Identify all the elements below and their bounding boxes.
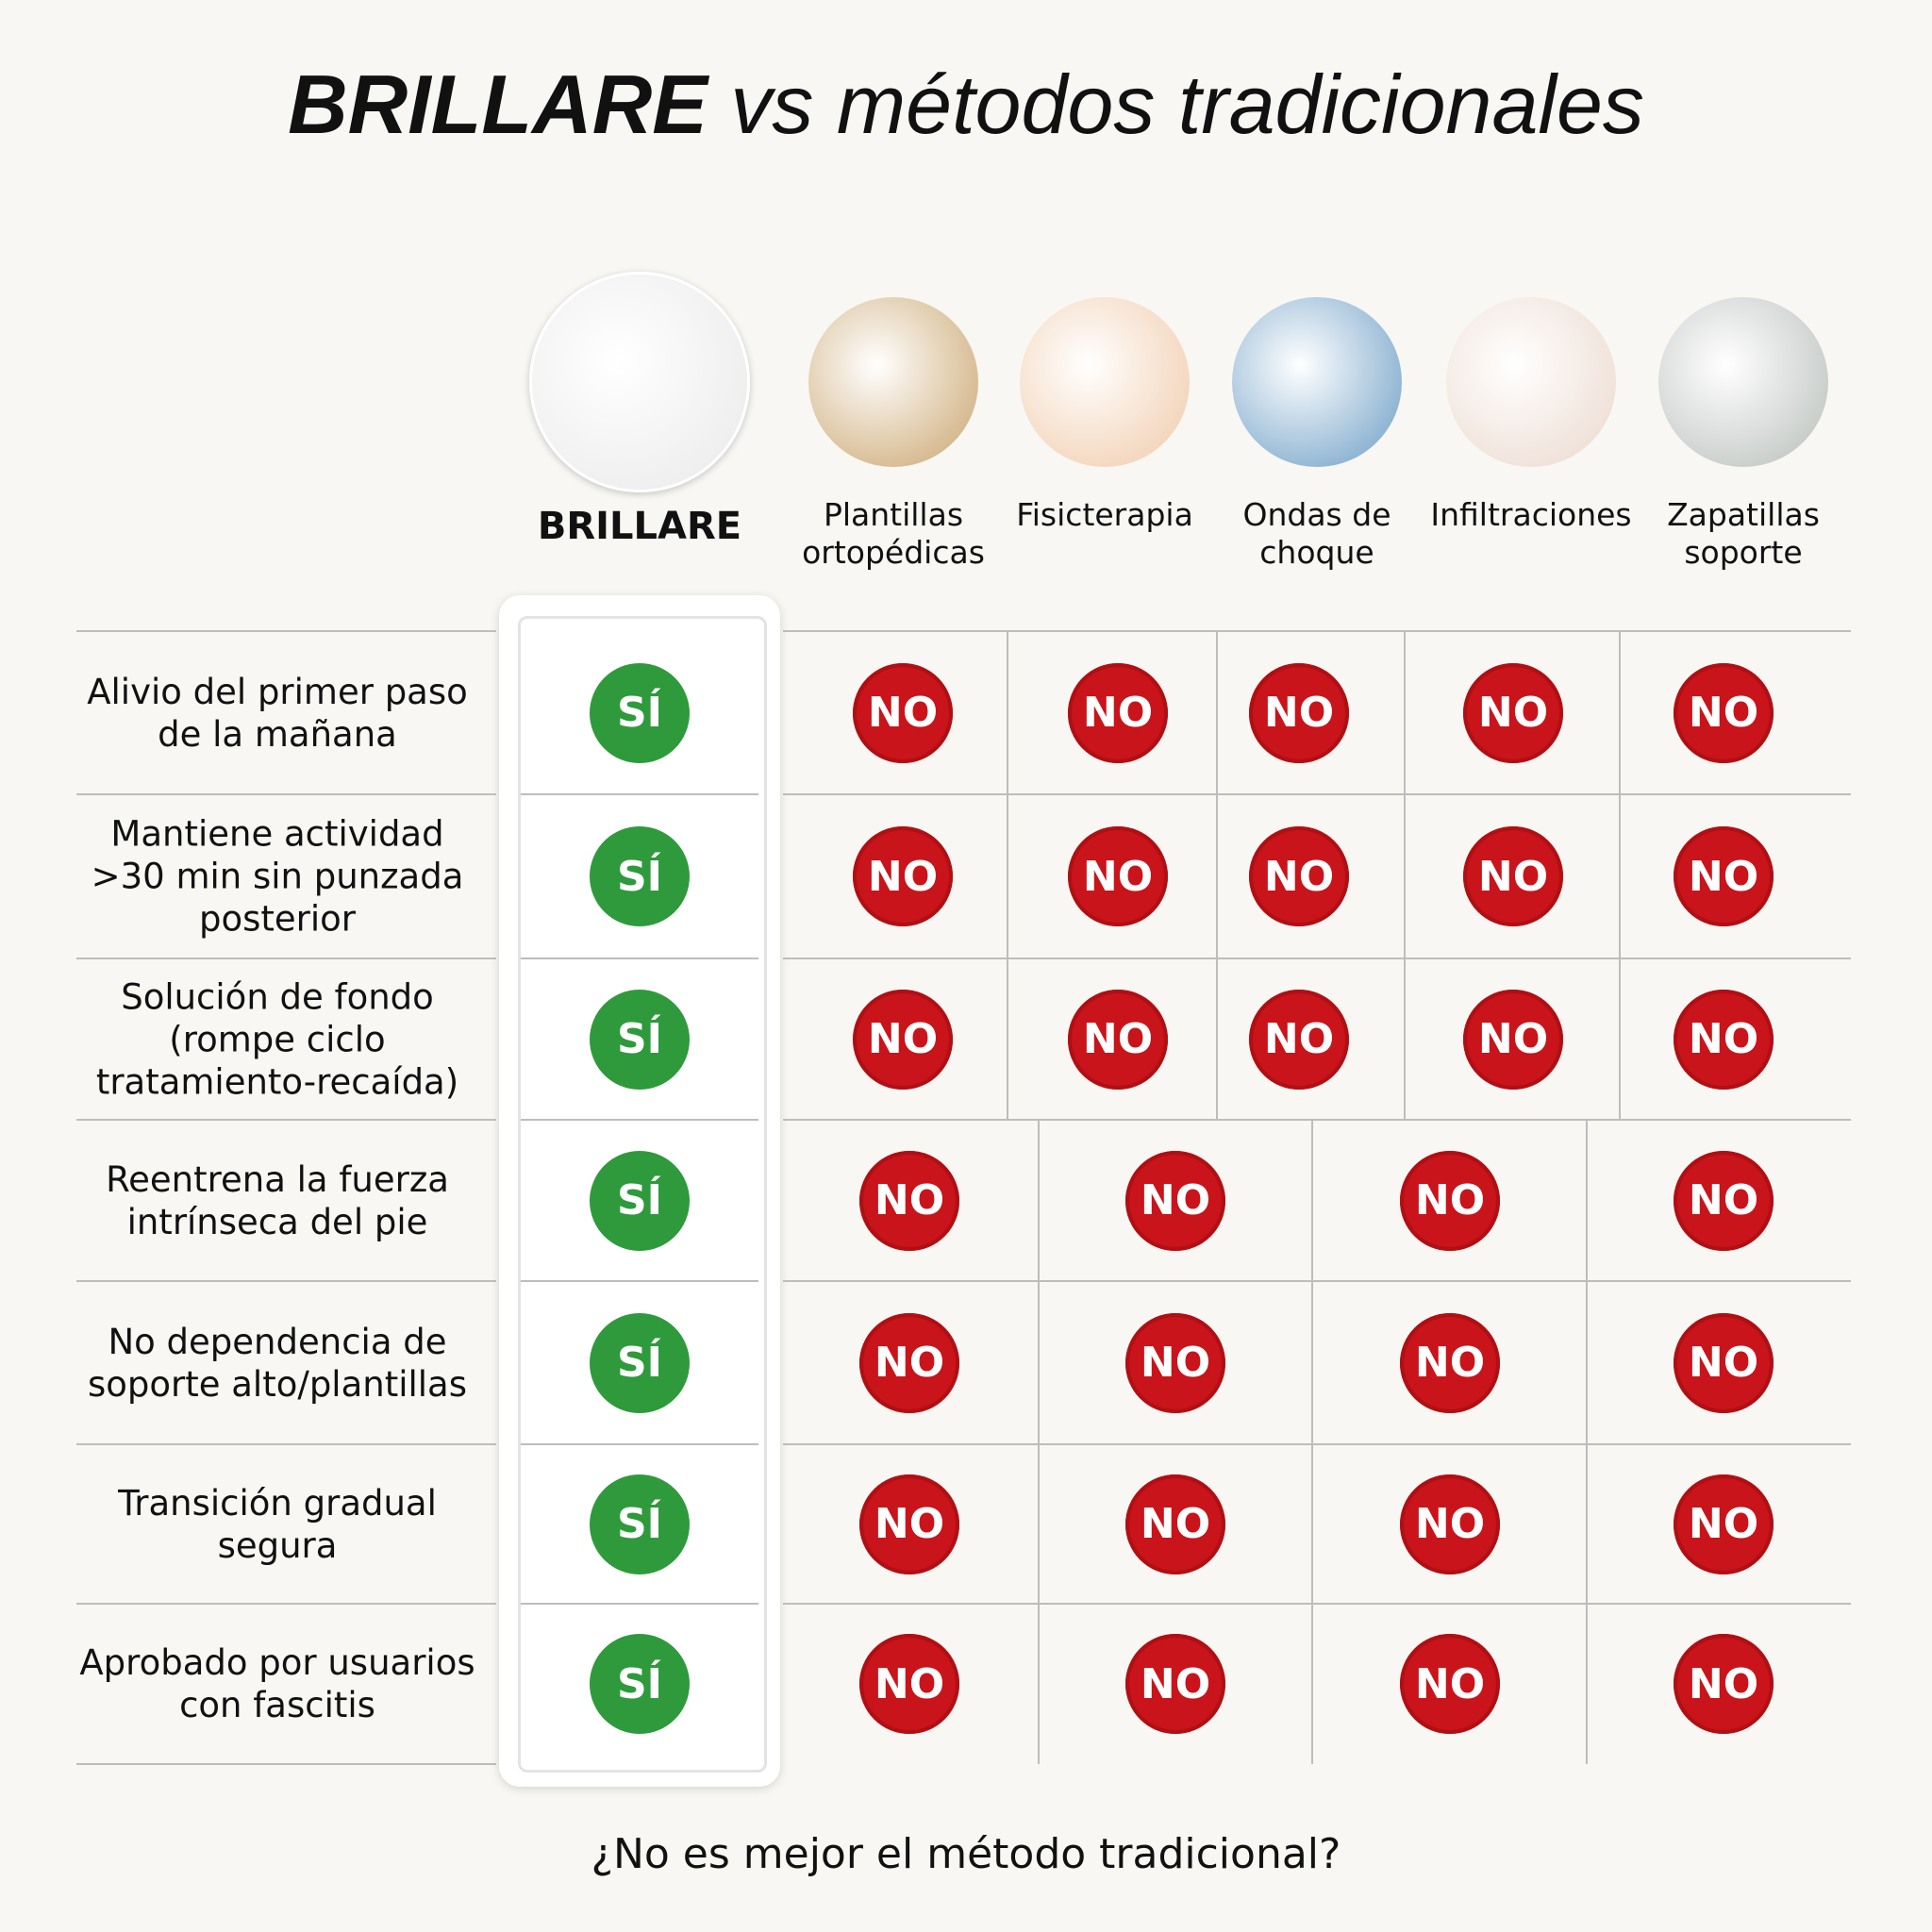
yes-badge: SÍ [590, 989, 690, 1090]
column-image [1020, 297, 1190, 467]
no-badge: NO [1400, 1634, 1500, 1734]
no-badge: NO [1068, 989, 1168, 1090]
no-badge: NO [853, 989, 953, 1090]
no-badge: NO [853, 662, 953, 763]
no-badge: NO [1463, 989, 1563, 1090]
row-label: Alivio del primer paso de la mañana [87, 671, 468, 755]
no-badge: NO [1674, 1150, 1774, 1251]
no-badge: NO [1068, 662, 1168, 763]
no-badge: NO [1674, 989, 1774, 1090]
no-badge: NO [859, 1634, 959, 1734]
row-label: Solución de fondo (rompe ciclo tratamien… [95, 976, 459, 1102]
no-badge: NO [1400, 1312, 1500, 1413]
no-badge: NO [859, 1474, 959, 1574]
column-header: Fisicterapia [1016, 496, 1193, 533]
no-badge: NO [1674, 662, 1774, 763]
column-image [808, 297, 978, 467]
no-badge: NO [1068, 826, 1168, 926]
no-badge: NO [859, 1312, 959, 1413]
no-badge: NO [1400, 1474, 1500, 1574]
no-badge: NO [1249, 989, 1349, 1090]
title-rest: vs métodos tradicionales [730, 58, 1644, 151]
no-badge: NO [1249, 826, 1349, 926]
footer: ¿No es mejor el método tradicional? [591, 1830, 1341, 1878]
column-header: BRILLARE [537, 505, 742, 548]
no-badge: NO [1463, 826, 1563, 926]
column-image [1446, 297, 1616, 467]
column-image [1232, 297, 1402, 467]
column-header: Ondas de choque [1242, 496, 1391, 571]
column-header: Zapatillas soporte [1667, 496, 1820, 571]
row-label: Reentrena la fuerza intrínseca del pie [106, 1158, 449, 1242]
no-badge: NO [1674, 1634, 1774, 1734]
yes-badge: SÍ [590, 1150, 690, 1251]
no-badge: NO [853, 826, 953, 926]
row-label: Aprobado por usuarios con fascitis [79, 1642, 475, 1725]
title: BRILLARE vs métodos tradicionales [0, 57, 1932, 153]
no-badge: NO [859, 1150, 959, 1251]
no-badge: NO [1674, 826, 1774, 926]
no-badge: NO [1400, 1150, 1500, 1251]
no-badge: NO [1674, 1474, 1774, 1574]
no-badge: NO [1125, 1474, 1225, 1574]
column-header: Infiltraciones [1430, 496, 1632, 533]
row-label: Mantiene actividad >30 min sin punzada p… [91, 813, 464, 940]
column-image [1658, 297, 1828, 467]
no-badge: NO [1125, 1634, 1225, 1734]
yes-badge: SÍ [590, 1474, 690, 1574]
highlight-inner [518, 616, 767, 1773]
column-image [529, 272, 750, 492]
no-badge: NO [1125, 1150, 1225, 1251]
title-brand: BRILLARE [288, 58, 708, 151]
row-label: No dependencia de soporte alto/plantilla… [87, 1321, 468, 1405]
row-label: Transición gradual segura [118, 1482, 437, 1566]
no-badge: NO [1125, 1312, 1225, 1413]
yes-badge: SÍ [590, 1634, 690, 1734]
yes-badge: SÍ [590, 1312, 690, 1413]
column-header: Plantillas ortopédicas [802, 496, 985, 571]
no-badge: NO [1463, 662, 1563, 763]
no-badge: NO [1674, 1312, 1774, 1413]
no-badge: NO [1249, 662, 1349, 763]
yes-badge: SÍ [590, 662, 690, 763]
yes-badge: SÍ [590, 826, 690, 926]
